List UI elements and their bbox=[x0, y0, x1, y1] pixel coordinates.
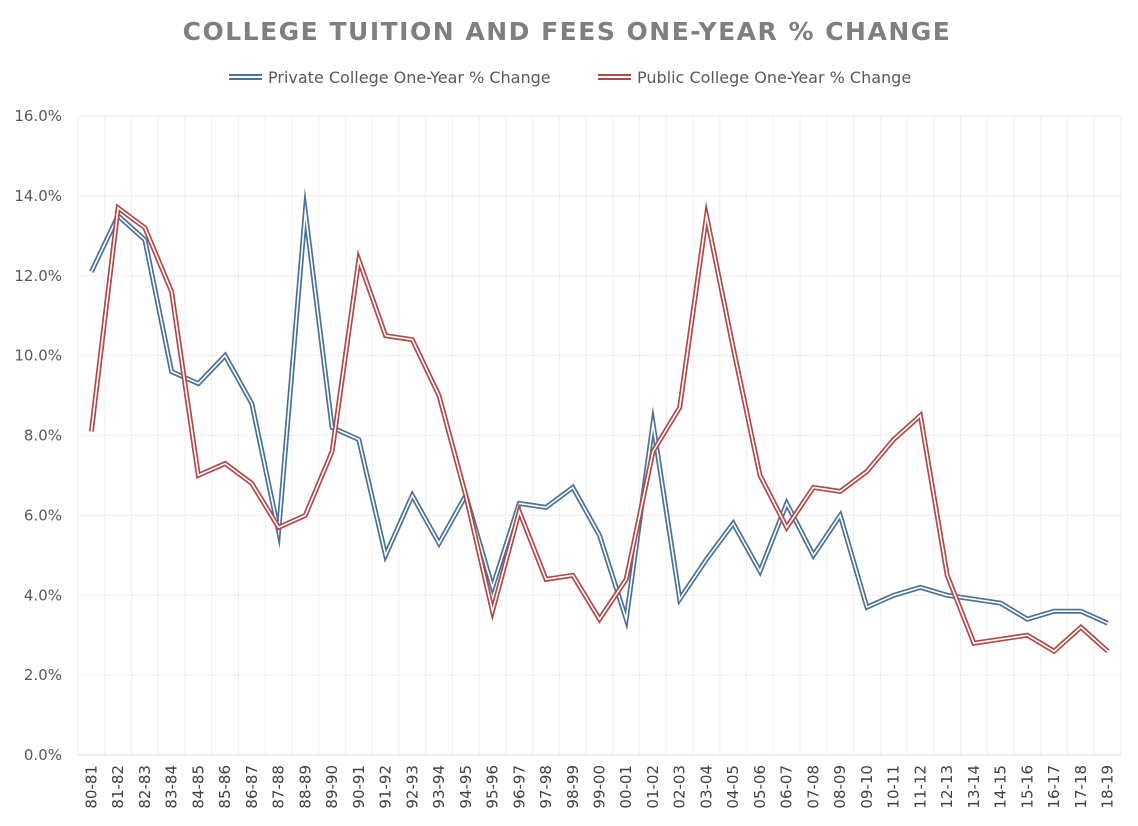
x-tick-label: 99-00 bbox=[591, 765, 609, 809]
x-tick-label: 18-19 bbox=[1099, 765, 1117, 809]
legend-item-public: Public College One-Year % Change bbox=[598, 68, 911, 87]
x-tick-label: 87-88 bbox=[270, 765, 288, 809]
x-tick-label: 07-08 bbox=[804, 765, 822, 809]
y-tick-label: 0.0% bbox=[24, 746, 62, 764]
x-tick-label: 11-12 bbox=[911, 765, 929, 809]
x-tick-label: 05-06 bbox=[751, 765, 769, 809]
x-tick-label: 14-15 bbox=[992, 765, 1010, 809]
x-tick-label: 16-17 bbox=[1045, 765, 1063, 809]
x-tick-label: 80-81 bbox=[82, 765, 100, 809]
x-tick-label: 10-11 bbox=[885, 765, 903, 809]
x-tick-label: 85-86 bbox=[216, 765, 234, 809]
x-tick-label: 13-14 bbox=[965, 765, 983, 809]
x-tick-label: 01-02 bbox=[644, 765, 662, 809]
y-tick-label: 14.0% bbox=[14, 187, 62, 205]
x-tick-label: 09-10 bbox=[858, 765, 876, 809]
x-tick-label: 81-82 bbox=[109, 765, 127, 809]
series-1-line bbox=[88, 200, 1110, 655]
x-tick-label: 84-85 bbox=[189, 765, 207, 809]
legend-label-public: Public College One-Year % Change bbox=[637, 68, 911, 87]
y-tick-label: 10.0% bbox=[14, 347, 62, 365]
x-tick-label: 06-07 bbox=[778, 765, 796, 809]
series-lines bbox=[88, 187, 1110, 655]
chart-title: COLLEGE TUITION AND FEES ONE-YEAR % CHAN… bbox=[183, 17, 952, 46]
y-tick-label: 8.0% bbox=[24, 427, 62, 445]
chart-legend: Private College One-Year % Change Public… bbox=[229, 68, 911, 87]
x-tick-label: 83-84 bbox=[163, 765, 181, 809]
gridlines bbox=[77, 115, 1122, 756]
x-tick-label: 94-95 bbox=[457, 765, 475, 809]
x-tick-label: 17-18 bbox=[1072, 765, 1090, 809]
x-tick-label: 90-91 bbox=[350, 765, 368, 809]
x-tick-label: 95-96 bbox=[484, 765, 502, 809]
x-tick-label: 02-03 bbox=[671, 765, 689, 809]
x-tick-label: 93-94 bbox=[430, 765, 448, 809]
y-tick-label: 2.0% bbox=[24, 666, 62, 684]
legend-item-private: Private College One-Year % Change bbox=[229, 68, 551, 87]
y-tick-label: 6.0% bbox=[24, 506, 62, 524]
x-tick-label: 89-90 bbox=[323, 765, 341, 809]
x-tick-label: 98-99 bbox=[564, 765, 582, 809]
x-tick-label: 97-98 bbox=[537, 765, 555, 809]
series-1-inner-stroke bbox=[90, 206, 1109, 653]
x-tick-label: 12-13 bbox=[938, 765, 956, 809]
y-tick-label: 16.0% bbox=[14, 107, 62, 125]
series-0-line bbox=[89, 187, 1109, 631]
x-tick-label: 88-89 bbox=[296, 765, 314, 809]
x-tick-label: 82-83 bbox=[136, 765, 154, 809]
x-tick-label: 00-01 bbox=[617, 765, 635, 809]
y-axis-ticks: 0.0% 2.0% 4.0% 6.0% 8.0% 10.0% 12.0% 14.0% 16.0% bbox=[14, 107, 62, 764]
x-axis-ticks: 80-81 81-82 82-83 83-84 84-85 85-86 86-87 87-88… bbox=[82, 765, 1116, 809]
y-tick-label: 4.0% bbox=[24, 586, 62, 604]
x-tick-label: 96-97 bbox=[510, 765, 528, 809]
x-tick-label: 86-87 bbox=[243, 765, 261, 809]
x-tick-label: 91-92 bbox=[377, 765, 395, 809]
x-tick-label: 04-05 bbox=[724, 765, 742, 809]
series-0-inner-stroke bbox=[90, 204, 1108, 624]
x-tick-label: 15-16 bbox=[1018, 765, 1036, 809]
x-tick-label: 03-04 bbox=[697, 765, 715, 809]
x-tick-label: 92-93 bbox=[403, 765, 421, 809]
legend-label-private: Private College One-Year % Change bbox=[268, 68, 551, 87]
y-tick-label: 12.0% bbox=[14, 267, 62, 285]
x-tick-label: 08-09 bbox=[831, 765, 849, 809]
